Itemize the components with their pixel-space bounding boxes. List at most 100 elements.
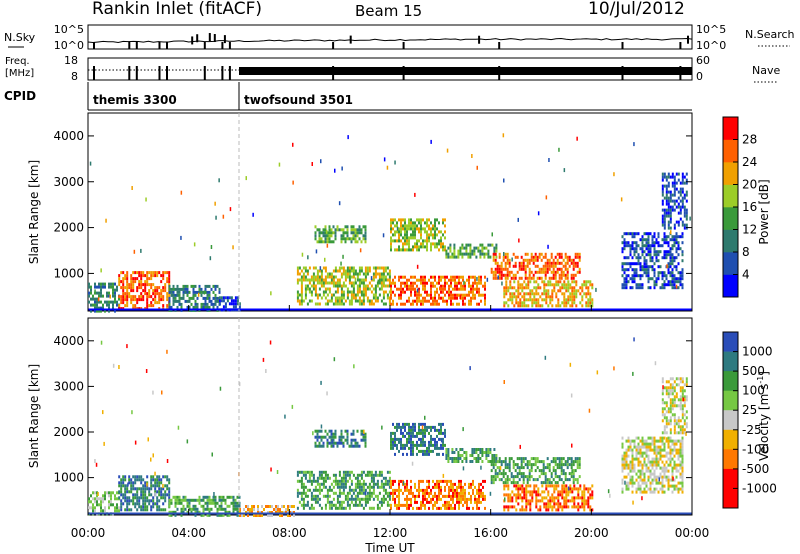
heatmap-cell xyxy=(220,501,223,505)
heatmap-cell xyxy=(481,246,484,250)
heatmap-cell xyxy=(570,457,573,461)
heatmap-cell xyxy=(495,243,498,247)
heatmap-cell xyxy=(513,484,516,488)
heatmap-cell xyxy=(342,444,345,448)
heatmap-cell xyxy=(98,291,100,295)
heatmap-cell xyxy=(346,290,349,294)
heatmap-cell xyxy=(108,291,110,295)
heatmap-cell xyxy=(144,508,147,512)
heatmap-cell xyxy=(214,296,217,300)
heatmap-cell xyxy=(398,233,400,237)
heatmap-cell xyxy=(208,284,211,288)
heatmap-cell xyxy=(442,452,444,456)
heatmap-cell xyxy=(623,244,626,248)
heatmap-cell xyxy=(671,181,674,185)
heatmap-cell xyxy=(480,299,482,303)
heatmap-cell xyxy=(440,488,442,492)
heatmap-cell xyxy=(451,448,454,451)
heatmap-cell xyxy=(522,457,525,461)
heatmap-cell xyxy=(238,504,241,508)
heatmap-cell xyxy=(332,444,335,448)
heatmap-cell xyxy=(400,296,402,300)
heatmap-cell xyxy=(408,503,410,507)
heatmap-cell xyxy=(651,235,654,239)
heatmap-cell xyxy=(346,296,349,300)
heatmap-cell xyxy=(410,446,412,450)
heatmap-cell xyxy=(398,230,400,234)
heatmap-cell xyxy=(627,448,630,452)
heatmap-cell xyxy=(481,448,484,451)
heatmap-cell xyxy=(336,441,339,445)
heatmap-cell xyxy=(338,506,341,510)
heatmap-cell xyxy=(568,457,571,461)
heatmap-cell xyxy=(372,485,375,489)
heatmap-cell xyxy=(150,283,153,287)
heatmap-cell xyxy=(573,298,576,302)
heatmap-cell xyxy=(346,438,349,442)
heatmap-cell xyxy=(386,503,389,507)
heatmap-cell xyxy=(132,502,135,506)
heatmap-cell xyxy=(420,224,422,228)
heatmap-cell xyxy=(408,446,410,450)
heatmap-cell xyxy=(210,302,213,306)
heatmap-cell xyxy=(154,478,157,482)
heatmap-cell xyxy=(362,491,365,495)
heatmap-cell xyxy=(563,286,566,290)
heatmap-cell xyxy=(448,503,450,507)
heatmap-cell xyxy=(665,190,668,194)
heatmap-cell xyxy=(364,225,367,229)
heatmap-cell xyxy=(551,295,554,299)
heatmap-cell xyxy=(216,284,219,288)
heatmap-cell xyxy=(330,488,333,492)
heatmap-cell xyxy=(468,275,470,279)
heatmap-cell xyxy=(354,476,357,480)
heatmap-cell xyxy=(546,463,549,467)
heatmap-cell xyxy=(96,497,98,501)
heatmap-cell xyxy=(461,246,464,250)
heatmap-cell xyxy=(450,284,452,288)
heatmap-cell xyxy=(675,187,678,191)
heatmap-cell xyxy=(549,502,552,506)
heatmap-cell xyxy=(661,172,664,176)
heatmap-cell xyxy=(312,476,315,480)
heatmap-cell xyxy=(338,278,341,282)
heatmap-cell xyxy=(472,287,474,291)
heatmap-cell xyxy=(457,252,460,256)
heatmap-cell xyxy=(525,292,528,296)
heatmap-cell xyxy=(350,482,353,486)
heatmap-cell xyxy=(478,485,480,489)
heatmap-cell xyxy=(96,494,98,498)
heatmap-cell xyxy=(306,479,309,483)
heatmap-cell xyxy=(671,259,674,263)
heatmap-cell xyxy=(356,482,359,486)
heatmap-cell xyxy=(484,302,486,306)
heatmap-cell xyxy=(553,484,556,488)
heatmap-cell xyxy=(560,460,563,464)
heatmap-cell xyxy=(451,252,454,256)
heatmap-cell xyxy=(324,278,327,282)
heatmap-cell xyxy=(104,506,106,510)
heatmap-cell xyxy=(673,238,676,242)
heatmap-cell xyxy=(669,454,672,458)
heatmap-cell xyxy=(370,284,373,288)
heatmap-cell xyxy=(643,472,646,476)
heatmap-cell xyxy=(332,275,335,279)
heatmap-cell xyxy=(368,470,371,474)
heatmap-cell xyxy=(575,295,578,299)
heatmap-cell xyxy=(503,295,506,299)
heatmap-cell xyxy=(382,482,385,486)
heatmap-cell xyxy=(587,298,590,302)
heatmap-cell xyxy=(396,446,398,450)
heatmap-cell xyxy=(535,499,538,503)
heatmap-cell xyxy=(681,241,684,245)
heatmap-cell xyxy=(182,510,185,514)
heatmap-cell xyxy=(484,497,486,501)
heatmap-cell xyxy=(569,490,572,494)
heatmap-cell xyxy=(635,244,638,248)
heatmap-cell xyxy=(136,502,139,506)
heatmap-cell xyxy=(312,494,315,498)
heatmap-cell xyxy=(414,425,416,429)
heatmap-cell xyxy=(679,466,682,470)
heatmap-cell xyxy=(162,304,165,308)
heatmap-cell xyxy=(671,256,674,260)
